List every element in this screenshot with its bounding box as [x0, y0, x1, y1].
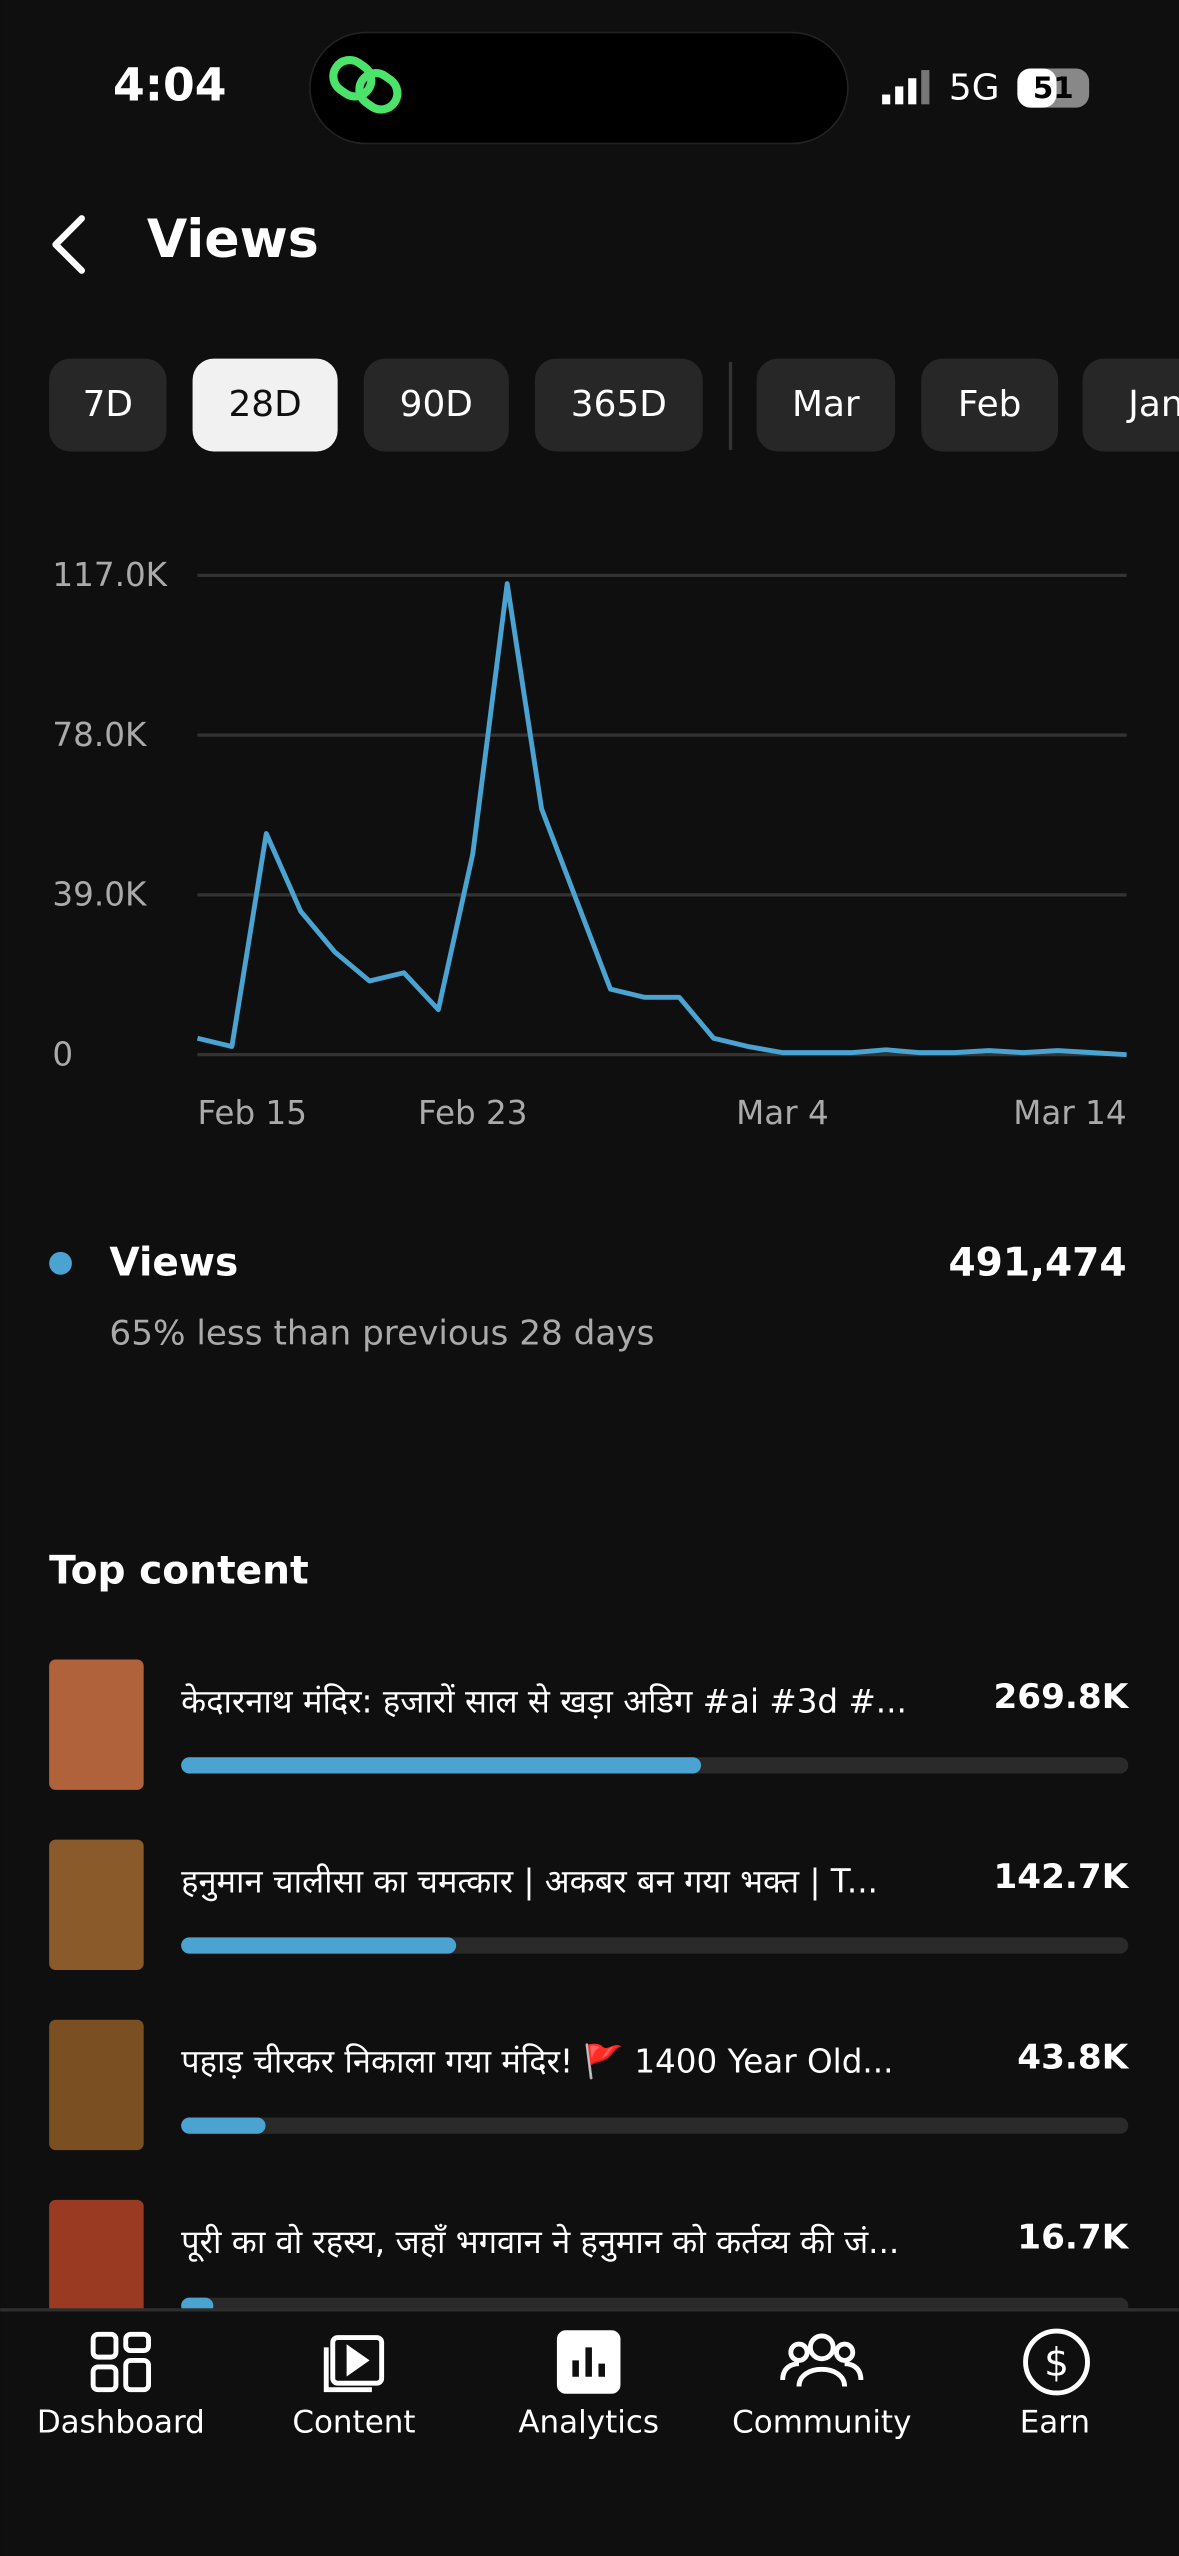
content-value: 16.7K — [1017, 2217, 1129, 2257]
y-tick-label: 0 — [52, 1035, 73, 1073]
x-tick-label: Feb 23 — [418, 1094, 528, 1132]
filter-label: 28D — [228, 384, 301, 425]
filter-label: Feb — [958, 384, 1021, 425]
filter-label: 365D — [571, 384, 667, 425]
content-value: 142.7K — [993, 1857, 1129, 1897]
filter-label: 90D — [400, 384, 473, 425]
nav-label[interactable]: Analytics — [518, 2404, 659, 2440]
content-title[interactable]: केदारनाथ मंदिर: हजारों साल से खड़ा अडिग … — [181, 1682, 907, 1720]
battery-level — [1017, 68, 1057, 108]
nav-label[interactable]: Dashboard — [37, 2404, 205, 2440]
summary-note: 65% less than previous 28 days — [109, 1314, 654, 1354]
content-title[interactable]: हनुमान चालीसा का चमत्कार | अकबर बन गया भ… — [181, 1863, 878, 1902]
back-button[interactable] — [52, 215, 85, 274]
y-tick-label: 78.0K — [52, 716, 148, 754]
bar-track — [181, 2117, 1129, 2134]
filter-chip[interactable] — [756, 358, 896, 452]
nav-icons: $ — [90, 2328, 1090, 2396]
legend-dot — [49, 1251, 72, 1275]
thumbnail[interactable] — [49, 1659, 144, 1790]
app-icon — [329, 55, 402, 114]
nav-label[interactable]: Content — [292, 2404, 415, 2440]
filter-chip[interactable] — [534, 358, 703, 452]
section-title: Top content — [49, 1549, 309, 1594]
content-title[interactable]: पूरी का वो रहस्य, जहाँ भगवान ने हनुमान क… — [181, 2223, 899, 2262]
filter-chip[interactable] — [363, 358, 509, 452]
filter-label: Mar — [792, 384, 860, 425]
content-value: 269.8K — [993, 1677, 1129, 1717]
network: 5G — [949, 68, 1000, 109]
filter-chip[interactable] — [49, 358, 167, 452]
nav-label[interactable]: Earn — [1020, 2404, 1090, 2440]
summary-value: 491,474 — [948, 1240, 1126, 1285]
nav-label[interactable]: Community — [732, 2404, 911, 2440]
filter-label: 7D — [83, 384, 133, 425]
y-tick-label: 39.0K — [52, 876, 148, 914]
bar — [181, 1757, 702, 1774]
signal-icon — [882, 70, 930, 105]
filter-chip[interactable] — [921, 358, 1059, 452]
filter-label: Jan — [1126, 384, 1179, 425]
y-tick-label: 117.0K — [52, 556, 168, 594]
content-value: 43.8K — [1017, 2037, 1129, 2077]
page-title: Views — [147, 210, 319, 270]
line-series — [196, 581, 1127, 1058]
x-tick-label: Mar 4 — [736, 1094, 829, 1132]
content-title[interactable]: पहाड़ चीरकर निकाला गया मंदिर! 🚩 1400 Yea… — [181, 2043, 893, 2081]
dynamic-island — [309, 31, 849, 145]
bar — [181, 2117, 266, 2134]
filter-chip[interactable] — [1082, 358, 1179, 452]
filter-chip[interactable] — [192, 358, 338, 452]
battery-text: 51 — [1033, 71, 1074, 105]
svg-text:$: $ — [1044, 2341, 1069, 2386]
thumbnail[interactable] — [49, 2199, 144, 2331]
x-tick-label: Mar 14 — [1013, 1094, 1126, 1132]
summary-label: Views — [109, 1240, 238, 1285]
thumbnail[interactable] — [49, 2019, 144, 2151]
x-tick-label: Feb 15 — [197, 1094, 307, 1132]
thumbnail[interactable] — [49, 1839, 144, 1970]
status-time: 4:04 — [113, 59, 226, 112]
bar — [181, 1937, 457, 1954]
